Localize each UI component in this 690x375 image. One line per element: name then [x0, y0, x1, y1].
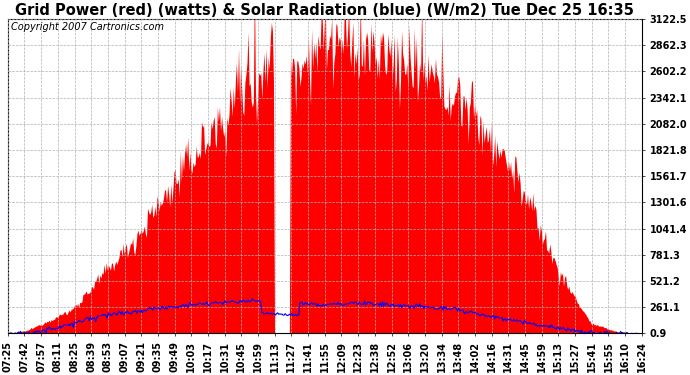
Title: Grid Power (red) (watts) & Solar Radiation (blue) (W/m2) Tue Dec 25 16:35: Grid Power (red) (watts) & Solar Radiati… — [15, 3, 634, 18]
Text: Copyright 2007 Cartronics.com: Copyright 2007 Cartronics.com — [11, 22, 164, 32]
